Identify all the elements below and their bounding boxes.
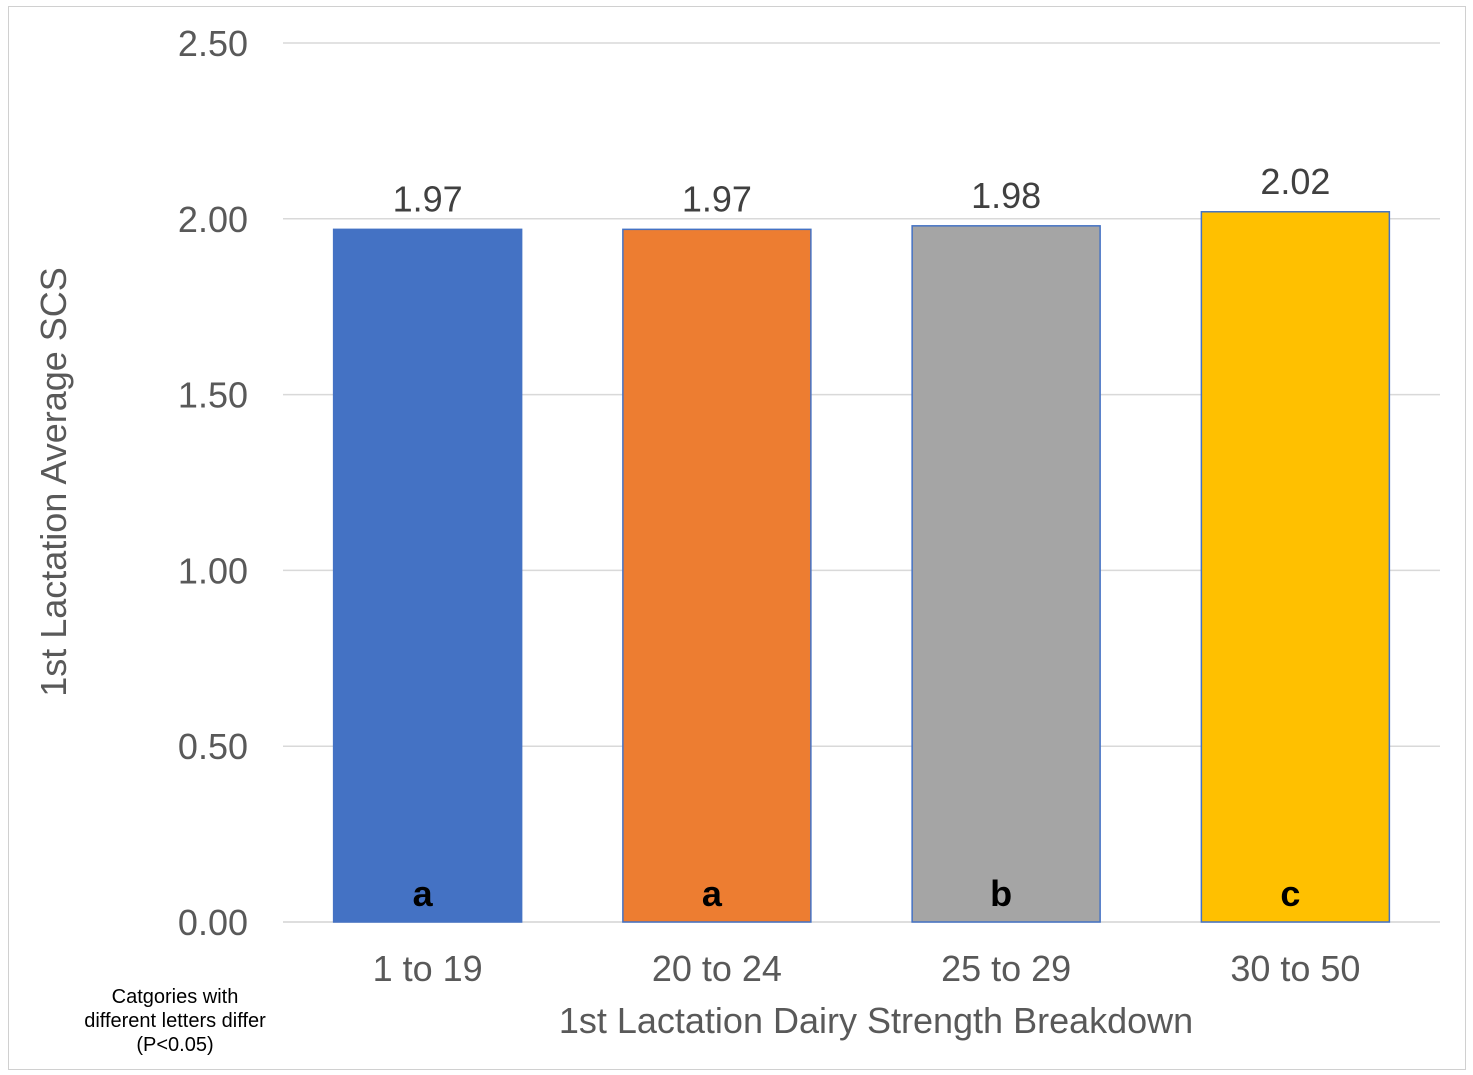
significance-letter: c: [1280, 873, 1300, 914]
significance-letter: a: [702, 873, 723, 914]
note-line-2: different letters differ: [84, 1010, 266, 1032]
bar: [911, 225, 1101, 923]
x-axis-ticks: 1 to 19 20 to 24 25 to 29 30 to 50: [373, 948, 1361, 989]
bar-value-label: 1.97: [393, 178, 463, 219]
bar-value-label: 1.97: [682, 178, 752, 219]
y-axis-title: 1st Lactation Average SCS: [33, 267, 74, 697]
y-tick-label: 2.50: [178, 23, 248, 64]
bar: [1200, 211, 1391, 923]
bar-value-label: 1.98: [971, 175, 1041, 216]
y-tick-label: 1.00: [178, 550, 248, 591]
x-axis-title: 1st Lactation Dairy Strength Breakdown: [559, 1000, 1193, 1041]
significance-note: Catgories with different letters differ …: [50, 985, 300, 1057]
x-tick-label: 20 to 24: [652, 948, 782, 989]
y-tick-label: 1.50: [178, 375, 248, 416]
bar: [332, 228, 523, 923]
bar-value-label: 2.02: [1260, 161, 1330, 202]
y-tick-label: 0.00: [178, 902, 248, 943]
bars: 1.97 a 1.97 a 1.98 b 2.02 c: [332, 161, 1391, 923]
bar: [622, 228, 812, 923]
y-tick-label: 2.00: [178, 199, 248, 240]
note-line-3: (P<0.05): [136, 1034, 214, 1056]
significance-letter: a: [413, 873, 434, 914]
x-tick-label: 30 to 50: [1230, 948, 1360, 989]
y-tick-label: 0.50: [178, 726, 248, 767]
y-axis-ticks: 0.00 0.50 1.00 1.50 2.00 2.50: [178, 23, 248, 943]
note-line-1: Catgories with: [111, 986, 239, 1008]
significance-letter: b: [990, 873, 1012, 914]
x-tick-label: 1 to 19: [373, 948, 483, 989]
x-tick-label: 25 to 29: [941, 948, 1071, 989]
